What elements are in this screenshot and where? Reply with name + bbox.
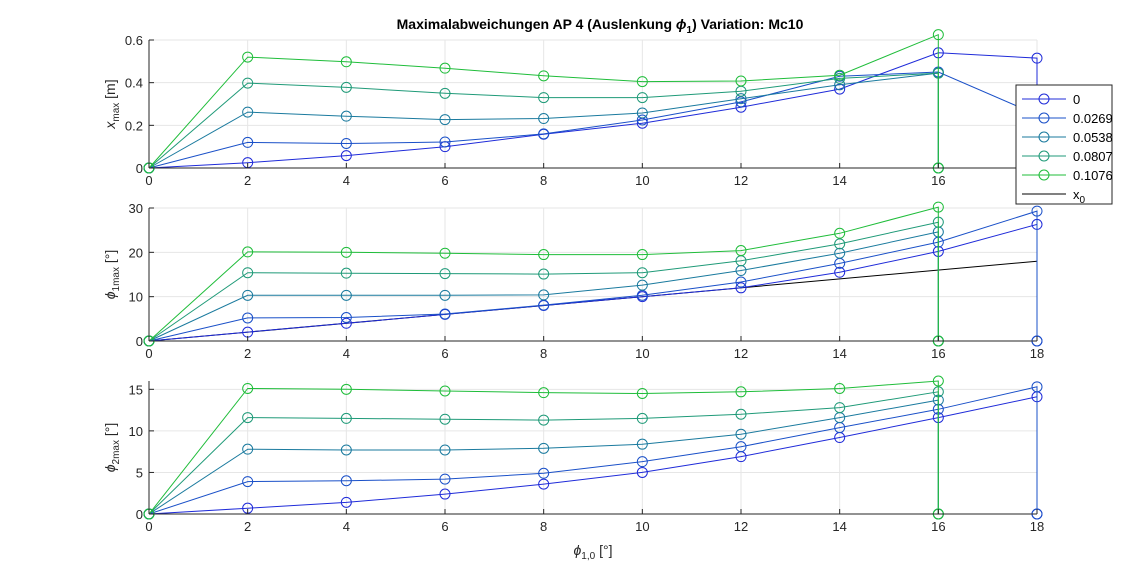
y-axis-label-symbol: ϕ <box>102 464 118 472</box>
x-tick-label: 6 <box>441 346 448 361</box>
x-tick-label: 4 <box>343 346 350 361</box>
legend-label: 0 <box>1073 92 1080 107</box>
x-tick-label: 6 <box>441 173 448 188</box>
subplot-2: 0 2 4 6 8 10 12 14 16 18 0 10 20 30 ϕ1max [°] <box>102 201 1044 361</box>
x-tick-label: 8 <box>540 346 547 361</box>
legend-label-sub: 0 <box>1080 195 1086 206</box>
y-axis-label-unit: [°] <box>102 423 118 440</box>
x-tick-label: 12 <box>734 519 748 534</box>
y-tick-label: 0 <box>136 334 143 349</box>
x-tick-label: 18 <box>1030 346 1044 361</box>
x-tick-label: 10 <box>635 519 649 534</box>
x-tick-label: 14 <box>832 346 846 361</box>
x-tick-label: 16 <box>931 173 945 188</box>
y-axis-label-symbol: ϕ <box>102 291 118 299</box>
legend-label-text: 0.0269 <box>1073 111 1113 126</box>
y-tick-label: 15 <box>129 382 143 397</box>
x-tick-label: 0 <box>145 519 152 534</box>
x-tick-label: 10 <box>635 346 649 361</box>
y-tick-label: 0 <box>136 507 143 522</box>
x-tick-label: 18 <box>1030 519 1044 534</box>
x-tick-label: 8 <box>540 173 547 188</box>
legend-label-text: 0 <box>1073 92 1080 107</box>
x-tick-label: 14 <box>832 519 846 534</box>
legend-label-text: 0.0538 <box>1073 130 1113 145</box>
x-tick-label: 10 <box>635 173 649 188</box>
y-tick-label: 20 <box>129 245 143 260</box>
y-axis-label-unit: [°] <box>102 250 118 267</box>
x-tick-label: 2 <box>244 346 251 361</box>
y-axis-label-unit: [m] <box>102 79 118 102</box>
x-tick-label: 2 <box>244 173 251 188</box>
x-tick-label: 0 <box>145 173 152 188</box>
subplot-1: 02468101214161800.20.40.6xmax [m] <box>102 30 1044 188</box>
y-tick-label: 10 <box>129 424 143 439</box>
y-tick-label: 0 <box>136 161 143 176</box>
legend: 00.02690.05380.08070.1076x0 <box>1016 85 1113 206</box>
y-axis-label-sub: 2max <box>111 440 122 464</box>
x-tick-label: 12 <box>734 173 748 188</box>
y-tick-label: 0.6 <box>125 33 143 48</box>
y-tick-label: 10 <box>129 290 143 305</box>
x-tick-label: 16 <box>931 346 945 361</box>
plot-area <box>149 208 1037 341</box>
y-tick-label: 0.4 <box>125 76 143 91</box>
y-axis-label-sub: 1max <box>111 267 122 291</box>
x-tick-label: 0 <box>145 346 152 361</box>
x-tick-label: 4 <box>343 173 350 188</box>
legend-label-text: 0.0807 <box>1073 149 1113 164</box>
legend-label: 0.1076 <box>1073 168 1113 183</box>
plot-area <box>149 381 1037 514</box>
legend-label-text: 0.1076 <box>1073 168 1113 183</box>
x-tick-label: 6 <box>441 519 448 534</box>
x-tick-label: 8 <box>540 519 547 534</box>
x-tick-label: 14 <box>832 173 846 188</box>
x-tick-label: 4 <box>343 519 350 534</box>
x-tick-label: 16 <box>931 519 945 534</box>
y-tick-label: 30 <box>129 201 143 216</box>
legend-label: 0.0269 <box>1073 111 1113 126</box>
y-axis-label-sub: max <box>111 103 122 122</box>
x-tick-label: 2 <box>244 519 251 534</box>
legend-label: 0.0807 <box>1073 149 1113 164</box>
legend-label: 0.0538 <box>1073 130 1113 145</box>
y-tick-label: 0.2 <box>125 118 143 133</box>
subplot-3: 0 2 4 6 8 10 12 14 16 18 0 5 10 15 ϕ2max [°] <box>102 376 1044 534</box>
y-tick-label: 5 <box>136 465 143 480</box>
x-tick-label: 12 <box>734 346 748 361</box>
